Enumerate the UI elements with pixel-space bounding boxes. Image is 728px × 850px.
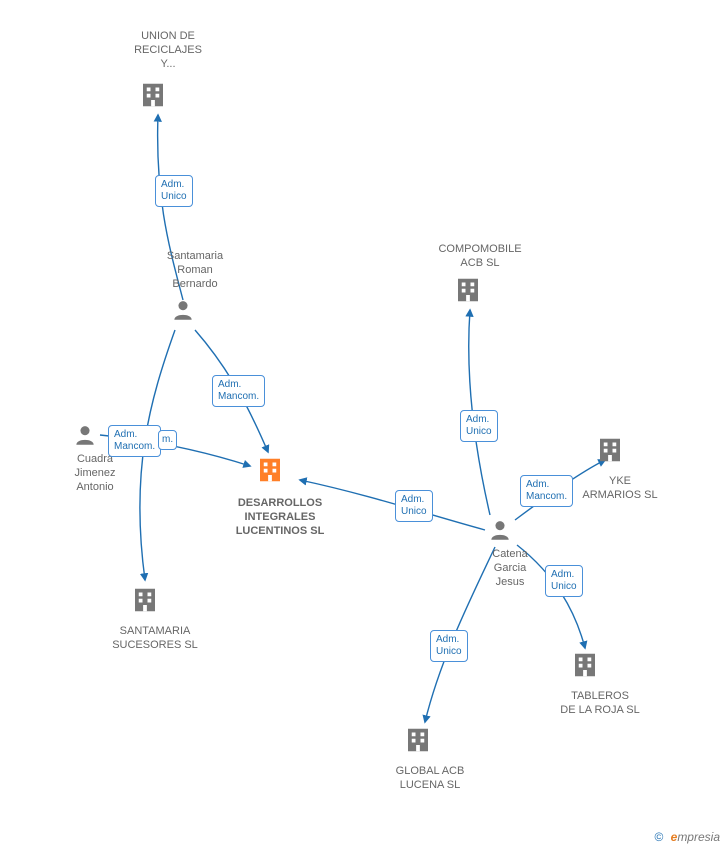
node-tableros-icon bbox=[570, 650, 600, 685]
edge-1-label: Adm. Mancom. bbox=[212, 375, 265, 407]
edge-2-label: Adm. Mancom. bbox=[108, 425, 161, 457]
node-desarrollos-label: DESARROLLOS INTEGRALES LUCENTINOS SL bbox=[220, 497, 340, 538]
edge-0-label: Adm. Unico bbox=[155, 175, 193, 207]
node-catena_p-icon bbox=[487, 517, 513, 548]
node-union-label: UNION DE RECICLAJES Y... bbox=[123, 30, 213, 71]
node-compomobile-label: COMPOMOBILE ACB SL bbox=[425, 243, 535, 271]
footer: © empresia bbox=[654, 830, 720, 844]
node-tableros-label: TABLEROS DE LA ROJA SL bbox=[545, 690, 655, 718]
node-compomobile-icon bbox=[453, 275, 483, 310]
edge-5-label: Adm. Mancom. bbox=[520, 475, 573, 507]
node-union-icon bbox=[138, 80, 168, 115]
copyright-symbol: © bbox=[654, 830, 663, 844]
node-catena_p-label: Catena Garcia Jesus bbox=[475, 548, 545, 589]
node-yke-icon bbox=[595, 435, 625, 470]
edge-3-label: m. bbox=[158, 430, 177, 450]
node-desarrollos-icon bbox=[255, 455, 285, 490]
node-cuadra_p-label: Cuadra Jimenez Antonio bbox=[55, 453, 135, 494]
node-sucesores-icon bbox=[130, 585, 160, 620]
edge-8-label: Adm. Unico bbox=[430, 630, 468, 662]
edge-7-label: Adm. Unico bbox=[545, 565, 583, 597]
edge-6-label: Adm. Unico bbox=[395, 490, 433, 522]
brand-rest: mpresia bbox=[677, 830, 720, 844]
node-santamaria_p-label: Santamaria Roman Bernardo bbox=[150, 250, 240, 291]
node-sucesores-label: SANTAMARIA SUCESORES SL bbox=[100, 625, 210, 653]
node-global-icon bbox=[403, 725, 433, 760]
node-cuadra_p-icon bbox=[72, 422, 98, 453]
edge-4-label: Adm. Unico bbox=[460, 410, 498, 442]
node-yke-label: YKE ARMARIOS SL bbox=[575, 475, 665, 503]
node-global-label: GLOBAL ACB LUCENA SL bbox=[380, 765, 480, 793]
node-santamaria_p-icon bbox=[170, 297, 196, 328]
